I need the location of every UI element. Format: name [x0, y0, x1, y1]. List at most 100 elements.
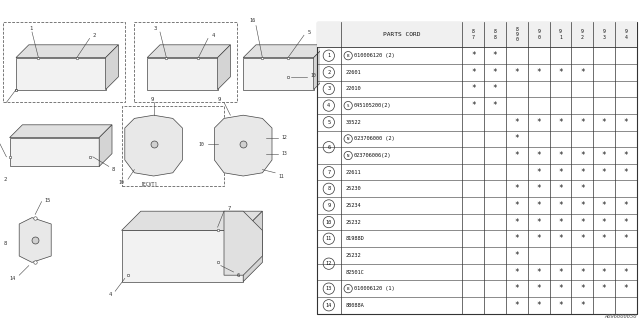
Text: *: *: [515, 251, 519, 260]
Text: *: *: [580, 301, 584, 310]
Text: *: *: [558, 201, 563, 210]
Polygon shape: [243, 211, 262, 282]
Text: *: *: [602, 218, 607, 227]
Text: *: *: [515, 284, 519, 293]
Text: 9: 9: [218, 97, 221, 102]
Text: *: *: [536, 284, 541, 293]
Polygon shape: [16, 58, 106, 90]
Text: 9
1: 9 1: [559, 29, 562, 40]
Text: *: *: [536, 234, 541, 243]
Text: 14: 14: [10, 276, 16, 281]
Text: *: *: [471, 68, 476, 77]
Text: 11: 11: [326, 236, 332, 241]
Text: *: *: [602, 118, 607, 127]
Polygon shape: [10, 138, 99, 166]
Text: N: N: [347, 154, 349, 157]
Text: *: *: [580, 201, 584, 210]
Text: *: *: [558, 234, 563, 243]
Text: *: *: [558, 184, 563, 193]
Text: 1: 1: [327, 53, 330, 58]
Text: 22601: 22601: [346, 70, 361, 75]
Text: 8
7: 8 7: [472, 29, 475, 40]
Text: 9
3: 9 3: [603, 29, 605, 40]
Text: 3: 3: [327, 86, 330, 92]
Text: 13: 13: [282, 151, 287, 156]
Text: *: *: [536, 268, 541, 276]
Text: 9: 9: [150, 97, 154, 102]
Text: *: *: [558, 151, 563, 160]
Polygon shape: [122, 211, 262, 230]
Text: *: *: [558, 168, 563, 177]
Text: *: *: [493, 51, 497, 60]
Polygon shape: [214, 115, 272, 176]
Text: 11: 11: [278, 173, 284, 179]
Bar: [122, 106, 224, 186]
Text: 5: 5: [307, 29, 310, 35]
Text: [ECVT]: [ECVT]: [141, 181, 158, 187]
Text: *: *: [515, 301, 519, 310]
Text: 8: 8: [327, 186, 330, 191]
Polygon shape: [218, 45, 230, 90]
Text: *: *: [623, 168, 628, 177]
Polygon shape: [314, 45, 326, 90]
Text: 8
9
0: 8 9 0: [515, 27, 518, 43]
Text: *: *: [602, 168, 607, 177]
Text: *: *: [515, 218, 519, 227]
Text: *: *: [515, 151, 519, 160]
Text: 023706006(2): 023706006(2): [354, 153, 392, 158]
Text: 10: 10: [326, 220, 332, 225]
Text: 12: 12: [326, 261, 332, 266]
Text: A096000050: A096000050: [604, 314, 637, 319]
Text: *: *: [623, 268, 628, 276]
Text: B: B: [347, 54, 349, 58]
Text: 14: 14: [326, 303, 332, 308]
Text: *: *: [558, 218, 563, 227]
Text: *: *: [623, 118, 628, 127]
Text: 16: 16: [250, 18, 256, 23]
Text: 7: 7: [327, 170, 330, 175]
Text: 13: 13: [326, 286, 332, 291]
Text: 25232: 25232: [346, 253, 361, 258]
Polygon shape: [224, 211, 262, 275]
Text: 22611: 22611: [346, 170, 361, 175]
Polygon shape: [99, 125, 112, 166]
Text: 2: 2: [3, 177, 6, 182]
Text: *: *: [515, 234, 519, 243]
Polygon shape: [122, 230, 243, 282]
Text: *: *: [536, 68, 541, 77]
Text: 9
0: 9 0: [537, 29, 540, 40]
Polygon shape: [125, 115, 182, 176]
Text: *: *: [558, 68, 563, 77]
Text: 7: 7: [227, 205, 230, 211]
Text: *: *: [493, 84, 497, 93]
Text: 023706000 (2): 023706000 (2): [354, 136, 394, 141]
Text: *: *: [602, 201, 607, 210]
Bar: [3, 22, 125, 102]
Text: 8
8: 8 8: [493, 29, 497, 40]
Text: 12: 12: [282, 135, 287, 140]
Text: *: *: [602, 268, 607, 276]
Text: N: N: [347, 137, 349, 141]
Text: *: *: [623, 234, 628, 243]
Text: *: *: [536, 218, 541, 227]
Text: *: *: [602, 234, 607, 243]
Text: *: *: [580, 184, 584, 193]
Text: 88088A: 88088A: [346, 303, 364, 308]
Text: 25232: 25232: [346, 220, 361, 225]
Text: 2: 2: [327, 70, 330, 75]
Text: 25234: 25234: [346, 203, 361, 208]
Text: 4: 4: [327, 103, 330, 108]
Text: *: *: [580, 218, 584, 227]
Text: *: *: [536, 301, 541, 310]
Text: 81988D: 81988D: [346, 236, 364, 241]
Text: 10: 10: [198, 141, 204, 147]
Text: 9
4: 9 4: [625, 29, 627, 40]
Polygon shape: [147, 45, 230, 58]
Text: *: *: [580, 284, 584, 293]
Text: *: *: [580, 268, 584, 276]
Text: 8: 8: [112, 167, 115, 172]
Bar: [134, 22, 237, 102]
Text: 82501C: 82501C: [346, 269, 364, 275]
Text: *: *: [471, 101, 476, 110]
Text: 3: 3: [154, 26, 157, 31]
